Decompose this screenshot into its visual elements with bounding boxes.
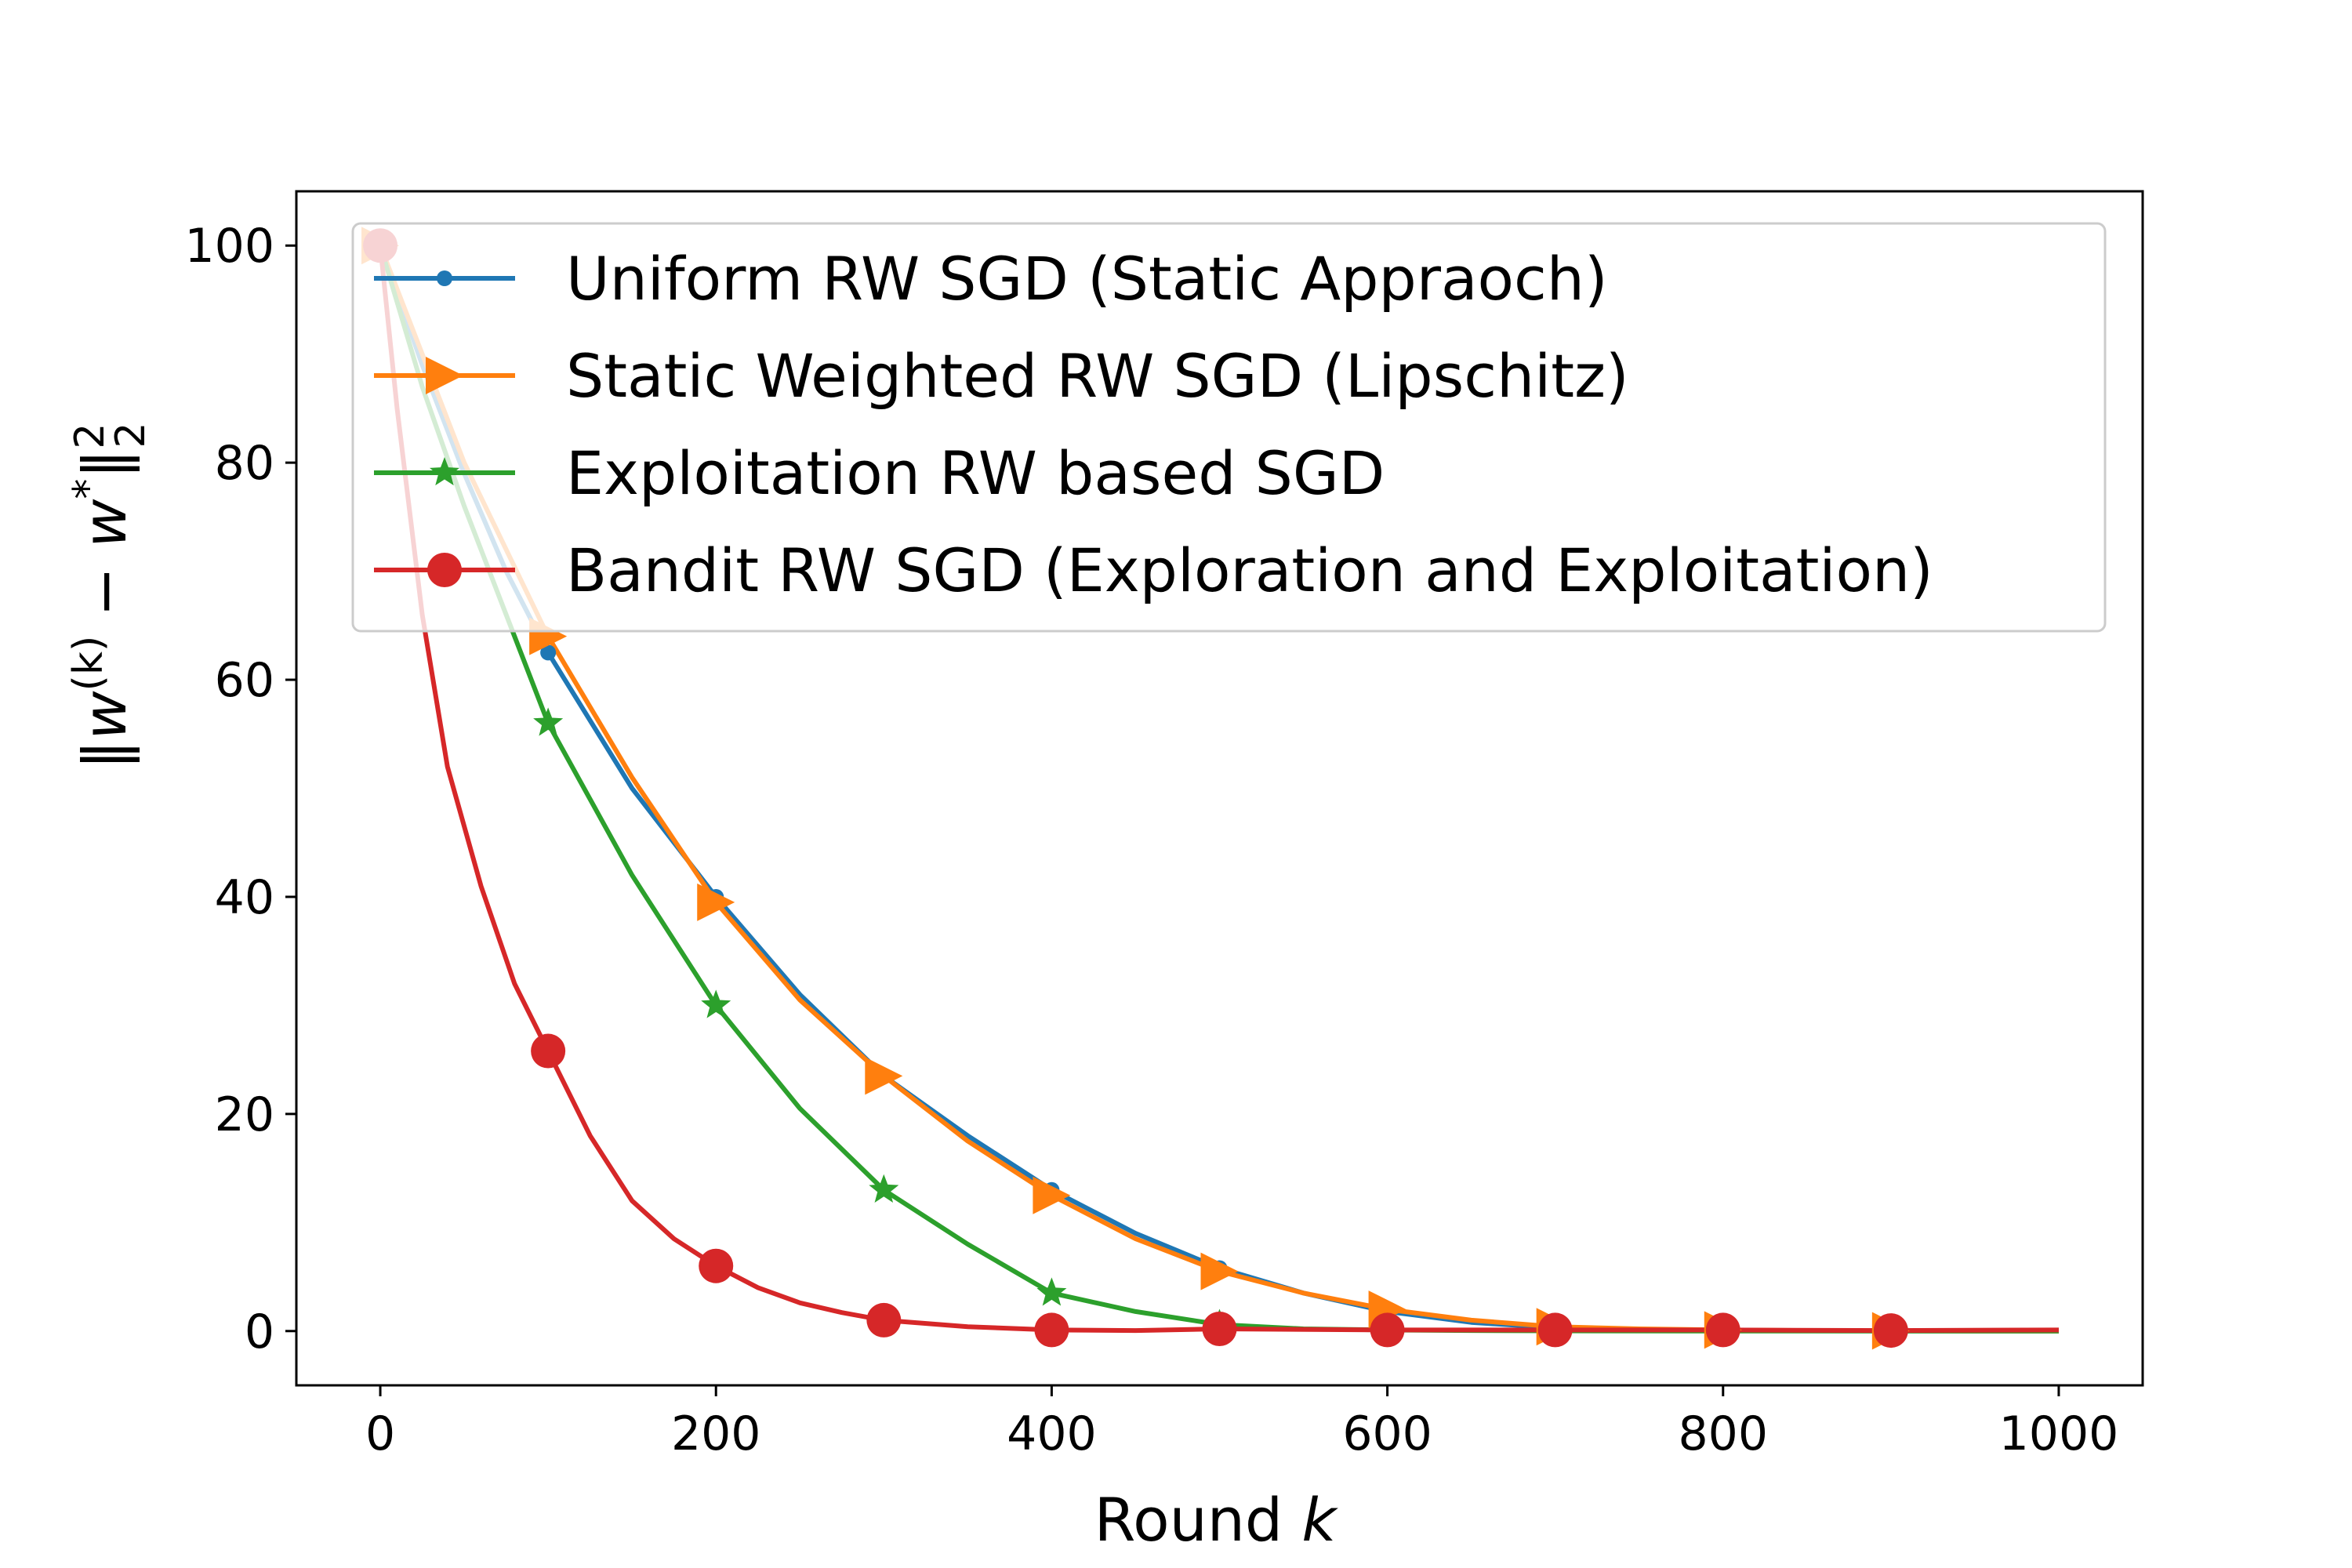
series-1-marker [1200,1252,1239,1290]
series-3-marker [1370,1312,1405,1348]
series-3-marker [866,1302,902,1338]
x-axis-label-text: Round [1094,1485,1302,1555]
legend-label-3: Bandit RW SGD (Exploration and Exploitat… [566,535,1933,605]
series-2-marker [533,707,564,736]
x-tick-label: 0 [365,1406,395,1461]
series-3-marker [699,1248,734,1283]
series-3-marker [531,1033,566,1069]
series-3-marker [1705,1312,1740,1348]
legend-box [351,222,2107,633]
x-tick-label: 600 [1342,1406,1432,1461]
y-label-superscript-k: (k) [65,636,112,691]
y-tick-label: 100 [184,219,274,274]
x-axis-label-var: k [1301,1485,1338,1555]
y-label-superscript-2: 2 [67,423,114,448]
y-label-superscript-star: * [65,479,112,499]
y-label-w: w [70,691,140,740]
svg-text:‖w(k) − w*‖22: ‖w(k) − w*‖22 [65,422,154,769]
y-axis-ticks: 0 20 40 60 80 100 [184,219,296,1359]
x-axis-ticks: 0 200 400 600 800 1000 [365,1385,2118,1461]
x-tick-label: 200 [671,1406,761,1461]
y-tick-label: 60 [215,653,274,708]
series-2-marker [701,989,731,1018]
legend-label-0: Uniform RW SGD (Static Appraoch) [566,244,1608,314]
y-label-norm-open: ‖ [70,740,140,770]
series-2-marker [1036,1277,1067,1306]
x-tick-label: 800 [1679,1406,1769,1461]
x-tick-label: 400 [1007,1406,1097,1461]
series-1-marker [1033,1176,1071,1214]
legend-label-2: Exploitation RW based SGD [566,438,1385,508]
y-label-minus: − [70,548,140,636]
x-axis-label: Round k [1094,1485,1339,1555]
legend-entries: Uniform RW SGD (Static Appraoch) Static W… [374,244,1933,605]
y-tick-label: 20 [215,1087,274,1142]
series-3-marker [1537,1312,1573,1348]
y-tick-label: 40 [215,870,274,925]
y-axis-label: ‖w(k) − w*‖22 [65,422,154,769]
series-1-marker [865,1057,903,1095]
axes-frame [295,190,2144,1387]
y-label-subscript-2: 2 [107,422,154,448]
legend-swatch-marker-3 [427,553,462,587]
series-2-marker [869,1174,899,1203]
legend-swatch-marker-0 [437,270,452,286]
y-tick-label: 0 [245,1305,274,1359]
legend-swatch-marker-2 [429,457,460,486]
y-label-w-star: w [70,499,140,548]
series-3-marker [1873,1313,1908,1348]
series-0-marker [540,644,557,661]
legend: Uniform RW SGD (Static Appraoch) Static W… [351,222,2107,633]
series-1-marker [697,883,735,921]
y-tick-label: 80 [215,436,274,491]
series-line-3 [378,245,2060,1334]
series-3-marker [1034,1312,1069,1348]
series-3-marker [1202,1312,1237,1347]
y-label-norm-close: ‖ [70,449,140,479]
legend-swatch-marker-1 [426,357,463,394]
x-tick-label: 1000 [1999,1406,2119,1461]
legend-label-1: Static Weighted RW SGD (Lipschitz) [566,341,1629,411]
